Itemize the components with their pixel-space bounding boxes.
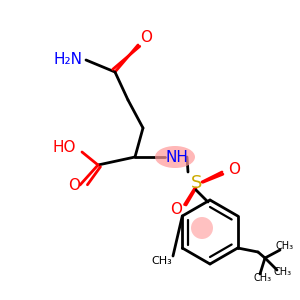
Text: CH₃: CH₃ bbox=[274, 267, 292, 277]
Text: NH: NH bbox=[166, 149, 188, 164]
Text: CH₃: CH₃ bbox=[276, 241, 294, 251]
Text: S: S bbox=[191, 174, 203, 192]
Text: H₂N: H₂N bbox=[53, 52, 82, 68]
Ellipse shape bbox=[191, 217, 213, 239]
Text: O: O bbox=[170, 202, 182, 217]
Text: O: O bbox=[228, 161, 240, 176]
Text: HO: HO bbox=[52, 140, 76, 155]
Text: CH₃: CH₃ bbox=[152, 256, 172, 266]
Text: CH₃: CH₃ bbox=[254, 273, 272, 283]
Ellipse shape bbox=[155, 146, 195, 168]
Text: O: O bbox=[68, 178, 80, 193]
Text: O: O bbox=[140, 29, 152, 44]
